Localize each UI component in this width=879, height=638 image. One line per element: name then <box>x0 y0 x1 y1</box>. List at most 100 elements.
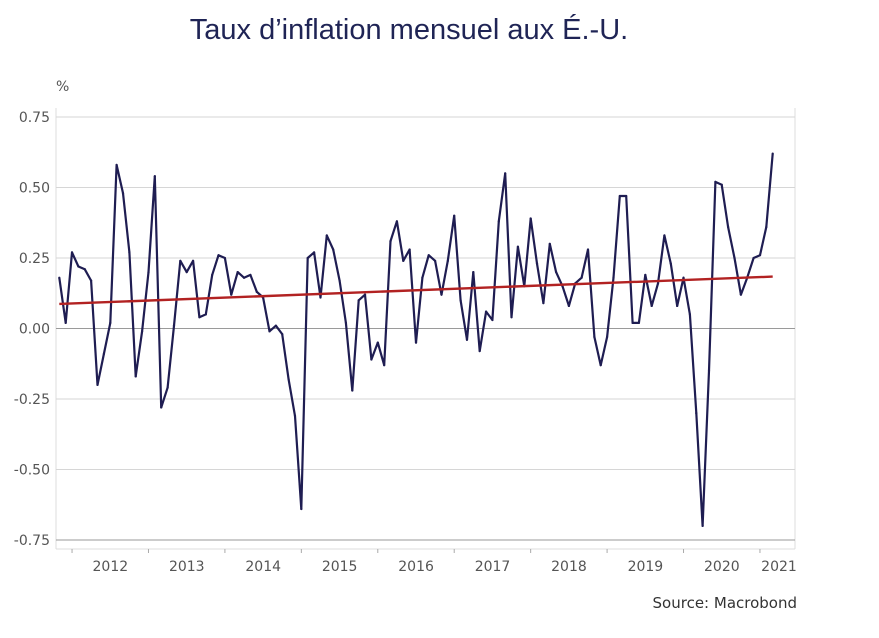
data-point <box>370 358 373 361</box>
data-point <box>204 313 207 316</box>
data-point <box>306 256 309 260</box>
x-tick-label: 2020 <box>704 559 740 575</box>
data-point <box>96 383 99 386</box>
x-tick-label: 2018 <box>551 559 587 575</box>
series-layer <box>58 152 774 528</box>
data-point <box>58 276 61 279</box>
data-point <box>109 321 112 324</box>
x-tick-label: 2015 <box>322 559 358 575</box>
x-tick-label: 2012 <box>93 559 129 575</box>
data-point <box>720 183 723 186</box>
data-point <box>758 254 762 257</box>
data-point <box>153 175 156 178</box>
series-line-trend <box>59 275 773 306</box>
data-point <box>281 333 284 336</box>
data-point <box>650 304 653 308</box>
data-point <box>383 364 386 367</box>
data-point <box>714 180 717 183</box>
data-point <box>217 254 220 257</box>
data-point <box>459 299 462 302</box>
data-point <box>351 389 354 392</box>
data-point <box>185 271 188 274</box>
x-tick-label: 2017 <box>475 559 511 575</box>
x-tick-label: 2013 <box>169 559 205 575</box>
y-tick-label: 0.75 <box>19 110 50 126</box>
data-point <box>198 316 201 319</box>
data-point <box>453 214 456 217</box>
data-point <box>230 293 233 296</box>
data-point <box>141 330 144 333</box>
data-point <box>249 273 252 277</box>
data-point <box>147 271 150 274</box>
data-point <box>319 296 322 299</box>
data-point <box>434 259 437 262</box>
y-axis-ticks: 0.75 0.50 0.25 0.00 -0.25 -0.50 -0.75 <box>14 110 50 549</box>
data-point <box>637 321 641 324</box>
data-point <box>472 271 475 274</box>
data-point <box>211 273 214 277</box>
data-point <box>656 282 660 285</box>
data-point <box>363 293 367 296</box>
data-point <box>504 172 507 175</box>
data-point <box>408 248 411 251</box>
data-point <box>376 341 379 344</box>
data-point <box>567 304 570 308</box>
x-tick-label: 2019 <box>628 559 664 575</box>
data-point <box>497 220 500 223</box>
data-point <box>90 279 93 282</box>
data-point <box>465 338 469 341</box>
data-point <box>510 316 513 319</box>
data-point <box>555 271 558 274</box>
y-tick-label: 0.00 <box>19 322 50 338</box>
data-point <box>765 225 768 229</box>
data-point <box>64 321 67 324</box>
data-point <box>236 271 239 274</box>
data-point <box>548 242 551 245</box>
data-point <box>274 324 277 327</box>
data-point <box>478 349 481 353</box>
gridlines <box>55 108 796 550</box>
y-tick-label: -0.25 <box>14 392 50 408</box>
data-point <box>663 234 666 237</box>
data-point <box>300 507 303 511</box>
data-point <box>440 293 443 296</box>
y-tick-label: -0.75 <box>14 533 50 549</box>
data-point <box>529 217 532 220</box>
data-point <box>707 369 711 372</box>
data-point <box>414 341 418 344</box>
series-line-monthly-inflation <box>58 153 774 528</box>
data-point <box>484 310 488 313</box>
data-point <box>727 225 730 229</box>
y-tick-label: -0.50 <box>14 463 50 479</box>
data-point <box>612 276 615 279</box>
y-tick-label: 0.50 <box>19 181 50 197</box>
data-point <box>255 290 258 293</box>
x-tick-label: 2021 <box>761 559 797 575</box>
data-point <box>625 194 628 198</box>
data-point <box>542 302 545 305</box>
data-point <box>268 330 271 333</box>
data-point <box>421 276 424 279</box>
data-point <box>676 304 679 308</box>
data-point <box>701 524 704 528</box>
x-axis-ticks: 2012 2013 2014 2015 2016 2017 2018 2019 2020 2021 <box>71 549 797 575</box>
data-point <box>338 279 341 282</box>
data-point <box>644 273 647 277</box>
x-tick-label: 2016 <box>398 559 434 575</box>
data-point <box>121 192 125 195</box>
data-point <box>70 251 74 254</box>
data-point <box>357 299 360 302</box>
data-point <box>172 324 176 327</box>
data-point <box>491 318 494 322</box>
data-point <box>631 321 634 324</box>
data-point <box>516 245 520 248</box>
data-point <box>312 251 316 254</box>
data-point <box>395 220 398 223</box>
data-point <box>128 251 131 254</box>
chart-title: Taux d’inflation mensuel aux É.-U. <box>189 14 629 46</box>
data-point <box>389 239 392 243</box>
data-point <box>102 352 105 355</box>
data-point <box>191 259 195 262</box>
y-tick-label: 0.25 <box>19 251 50 267</box>
